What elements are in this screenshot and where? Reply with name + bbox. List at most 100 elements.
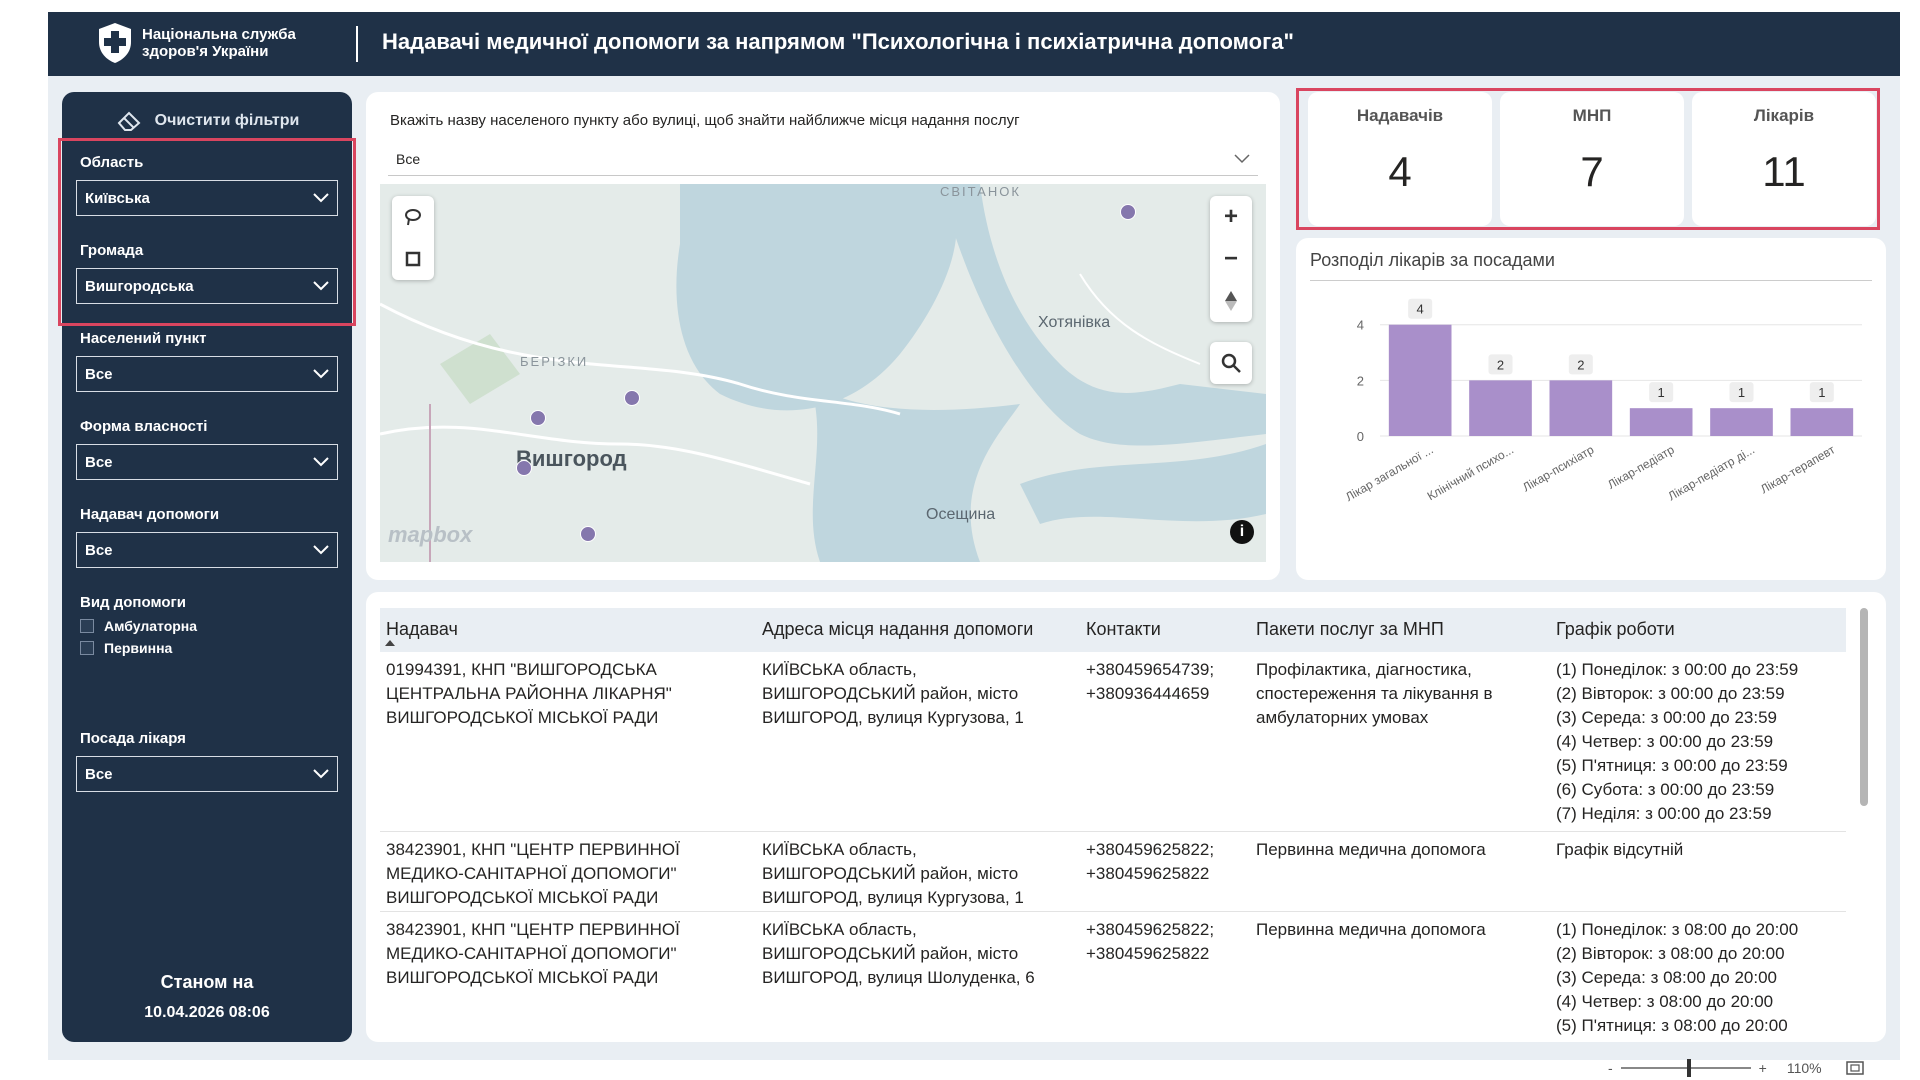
column-header[interactable]: Контакти bbox=[1086, 619, 1161, 639]
map-select-tools bbox=[392, 196, 434, 280]
kpi-label: МНП bbox=[1572, 106, 1612, 125]
zoom-bar: - + 110% bbox=[1608, 1059, 1864, 1077]
map-place-label: Осещина bbox=[926, 506, 996, 523]
checkbox[interactable] bbox=[80, 641, 94, 655]
data-label-bg bbox=[1649, 382, 1674, 403]
ownership-label: Форма власності bbox=[80, 418, 208, 435]
magnifier-icon[interactable] bbox=[1210, 342, 1252, 384]
doctor-position-dropdown[interactable]: Все bbox=[76, 756, 338, 792]
kpi-value: 11 bbox=[1762, 148, 1806, 195]
settlement-dropdown[interactable]: Все bbox=[76, 356, 338, 392]
zoom-out-button[interactable]: − bbox=[1223, 245, 1238, 272]
doctors-by-position-chart: Розподіл лікарів за посадами 0 2 4 4 Лікар з… bbox=[1296, 238, 1886, 580]
chevron-down-icon bbox=[313, 193, 329, 203]
bar bbox=[1388, 324, 1452, 436]
info-icon[interactable]: i bbox=[1230, 520, 1254, 544]
x-tick-label: Клінічний психо... bbox=[1425, 442, 1516, 503]
map-card: Вкажіть назву населеного пункту або вули… bbox=[366, 92, 1280, 580]
kpi-label: Надавачів bbox=[1356, 106, 1444, 125]
zoom-minus-button[interactable]: - bbox=[1608, 1060, 1613, 1076]
cell-address: КИЇВСЬКА область, ВИШГОРОДСЬКИЙ район, м… bbox=[762, 840, 1024, 907]
map-place-label: СВІТАНОК bbox=[940, 184, 1021, 199]
data-label: 1 bbox=[1658, 385, 1665, 400]
zoom-slider-thumb[interactable] bbox=[1686, 1059, 1691, 1077]
data-label: 2 bbox=[1497, 357, 1504, 372]
providers-table: Надавач Адреса місця надання допомоги Ко… bbox=[366, 592, 1886, 1042]
chevron-down-icon bbox=[1234, 153, 1250, 163]
map-terrain bbox=[380, 184, 1266, 562]
kpi-label: Лікарів bbox=[1753, 106, 1815, 125]
column-header[interactable]: Адреса місця надання допомоги bbox=[762, 619, 1034, 639]
map-search-value: Все bbox=[396, 150, 421, 167]
provider-dropdown[interactable]: Все bbox=[76, 532, 338, 568]
bar bbox=[1629, 408, 1693, 436]
sort-ascending-icon bbox=[385, 640, 395, 646]
map-search-dropdown[interactable]: Все bbox=[388, 142, 1258, 176]
data-label-bg bbox=[1488, 354, 1513, 375]
chart-title: Розподіл лікарів за посадами bbox=[1310, 250, 1555, 270]
map-pin[interactable] bbox=[580, 526, 596, 542]
table-scrollbar[interactable] bbox=[1860, 608, 1868, 806]
header: Національна служба здоров'я України Нада… bbox=[48, 12, 1900, 76]
data-label-bg bbox=[1729, 382, 1754, 403]
zoom-slider[interactable] bbox=[1620, 1059, 1751, 1077]
cell-schedule: Графік відсутній bbox=[1556, 840, 1684, 859]
cell-contacts: +380459625822; +380459625822 bbox=[1086, 840, 1215, 883]
y-tick-label: 0 bbox=[1357, 429, 1364, 444]
zoom-in-button[interactable]: + bbox=[1223, 203, 1238, 230]
cell-provider: 38423901, КНП "ЦЕНТР ПЕРВИННОЇ МЕДИКО-СА… bbox=[386, 840, 680, 907]
hromada-dropdown[interactable]: Вишгородська bbox=[76, 268, 338, 304]
data-label-bg bbox=[1809, 382, 1834, 403]
kpi-value: 7 bbox=[1580, 148, 1604, 195]
bar bbox=[1710, 408, 1773, 436]
doctor-position-label: Посада лікаря bbox=[80, 730, 186, 747]
map-pin[interactable] bbox=[516, 460, 532, 476]
oblast-dropdown[interactable]: Київська bbox=[76, 180, 338, 216]
oblast-value: Київська bbox=[85, 189, 150, 207]
cell-packages: Первинна медична допомога bbox=[1256, 840, 1486, 859]
bar bbox=[1469, 380, 1532, 436]
x-tick-label: Лікар-терапевт bbox=[1758, 442, 1838, 496]
care-type-option-ambulatory[interactable]: Амбулаторна bbox=[80, 618, 197, 634]
x-tick-label: Лікар-психіатр bbox=[1520, 442, 1596, 494]
table-row[interactable]: 38423901, КНП "ЦЕНТР ПЕРВИННОЇ МЕДИКО-СА… bbox=[380, 832, 1846, 912]
hromada-label: Громада bbox=[80, 242, 144, 259]
table-row[interactable]: 38423901, КНП "ЦЕНТР ПЕРВИННОЇ МЕДИКО-СА… bbox=[380, 912, 1846, 1042]
care-type-label: Вид допомоги bbox=[80, 594, 186, 611]
map-pin[interactable] bbox=[1120, 204, 1136, 220]
cell-contacts: +380459654739; +380936444659 bbox=[1086, 660, 1215, 703]
header-divider bbox=[356, 26, 358, 62]
cell-address: КИЇВСЬКА область, ВИШГОРОДСЬКИЙ район, м… bbox=[762, 660, 1024, 727]
map-pin[interactable] bbox=[530, 410, 546, 426]
map-view[interactable]: СВІТАНОК БЕРІЗКИ Вишгород Хотянівка Осещ… bbox=[380, 184, 1266, 562]
care-type-option-primary[interactable]: Первинна bbox=[80, 640, 172, 656]
ownership-dropdown[interactable]: Все bbox=[76, 444, 338, 480]
clear-filters-button[interactable]: Очистити фільтри bbox=[76, 102, 338, 140]
rect-select-icon[interactable] bbox=[392, 238, 434, 280]
y-tick-label: 2 bbox=[1357, 373, 1364, 388]
map-pin[interactable] bbox=[624, 390, 640, 406]
lasso-select-icon[interactable] bbox=[392, 196, 434, 238]
data-label: 1 bbox=[1818, 385, 1825, 400]
fit-to-page-icon[interactable] bbox=[1845, 1061, 1864, 1075]
column-header[interactable]: Пакети послуг за МНП bbox=[1256, 619, 1444, 639]
checkbox[interactable] bbox=[80, 619, 94, 633]
bar-chart-svg: 0 2 4 4 Лікар загальної ... 2 Клінічний психо.… bbox=[1343, 298, 1862, 504]
kpi-value: 4 bbox=[1388, 148, 1412, 195]
cell-packages: Первинна медична допомога bbox=[1256, 920, 1486, 939]
column-header[interactable]: Надавач bbox=[386, 619, 458, 639]
compass-icon[interactable] bbox=[1210, 280, 1252, 322]
data-label: 4 bbox=[1417, 302, 1424, 317]
chevron-down-icon bbox=[313, 545, 329, 555]
data-label-bg bbox=[1408, 298, 1433, 319]
cell-provider: 38423901, КНП "ЦЕНТР ПЕРВИННОЇ МЕДИКО-СА… bbox=[386, 920, 680, 987]
filter-sidebar: Очистити фільтри Область Київська Громад… bbox=[62, 92, 352, 1042]
column-header[interactable]: Графік роботи bbox=[1556, 619, 1675, 639]
bar bbox=[1549, 380, 1613, 436]
zoom-plus-button[interactable]: + bbox=[1758, 1060, 1767, 1076]
page-title: Надавачі медичної допомоги за напрямом "… bbox=[382, 29, 1294, 54]
kpi-card-mnp: МНП 7 bbox=[1500, 92, 1684, 226]
x-tick-label: Лікар-педіатр ді... bbox=[1666, 442, 1757, 503]
table-row[interactable]: 01994391, КНП "ВИШГОРОДСЬКА ЦЕНТРАЛЬНА Р… bbox=[380, 652, 1846, 832]
cell-address: КИЇВСЬКА область, ВИШГОРОДСЬКИЙ район, м… bbox=[762, 920, 1035, 987]
